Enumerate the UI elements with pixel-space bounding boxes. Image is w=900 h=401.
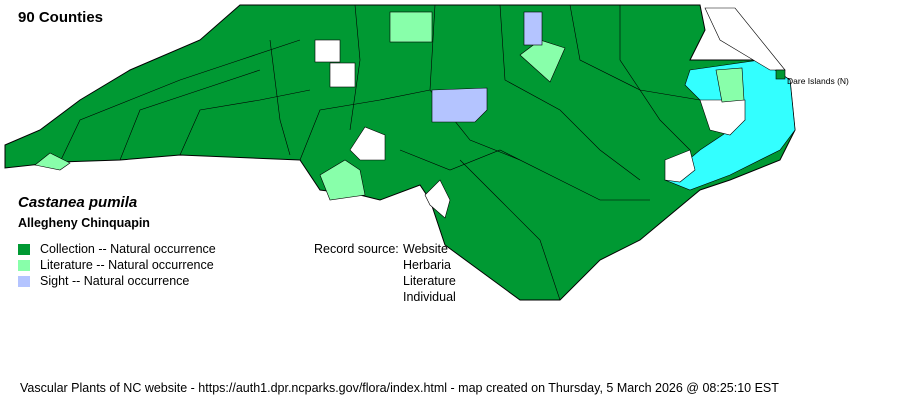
footer-credit: Vascular Plants of NC website - https://… [20,381,779,395]
legend-label: Collection -- Natural occurrence [40,242,216,256]
record-source-label: Record source: [314,242,399,256]
state-collection-area [4,4,796,301]
legend-item-sight: Sight -- Natural occurrence [18,274,189,288]
record-source-literature: Literature [403,274,456,288]
legend-item-literature: Literature -- Natural occurrence [18,258,214,272]
county-borders [59,4,701,301]
record-source-herbaria: Herbaria [403,258,451,272]
legend-item-collection: Collection -- Natural occurrence [18,242,216,256]
dare-islands-label: Dare Islands (N) [787,76,849,86]
legend-swatch [18,243,30,255]
county-fills [34,11,786,219]
scientific-name: Castanea pumila [18,194,138,211]
legend-label: Literature -- Natural occurrence [40,258,214,272]
record-source-individual: Individual [403,290,456,304]
legend-swatch [18,275,30,287]
record-source-website: Website [403,242,448,256]
legend-label: Sight -- Natural occurrence [40,274,190,288]
common-name: Allegheny Chinquapin [18,216,150,230]
legend-swatch [18,259,30,271]
county-count: 90 Counties [18,9,104,26]
